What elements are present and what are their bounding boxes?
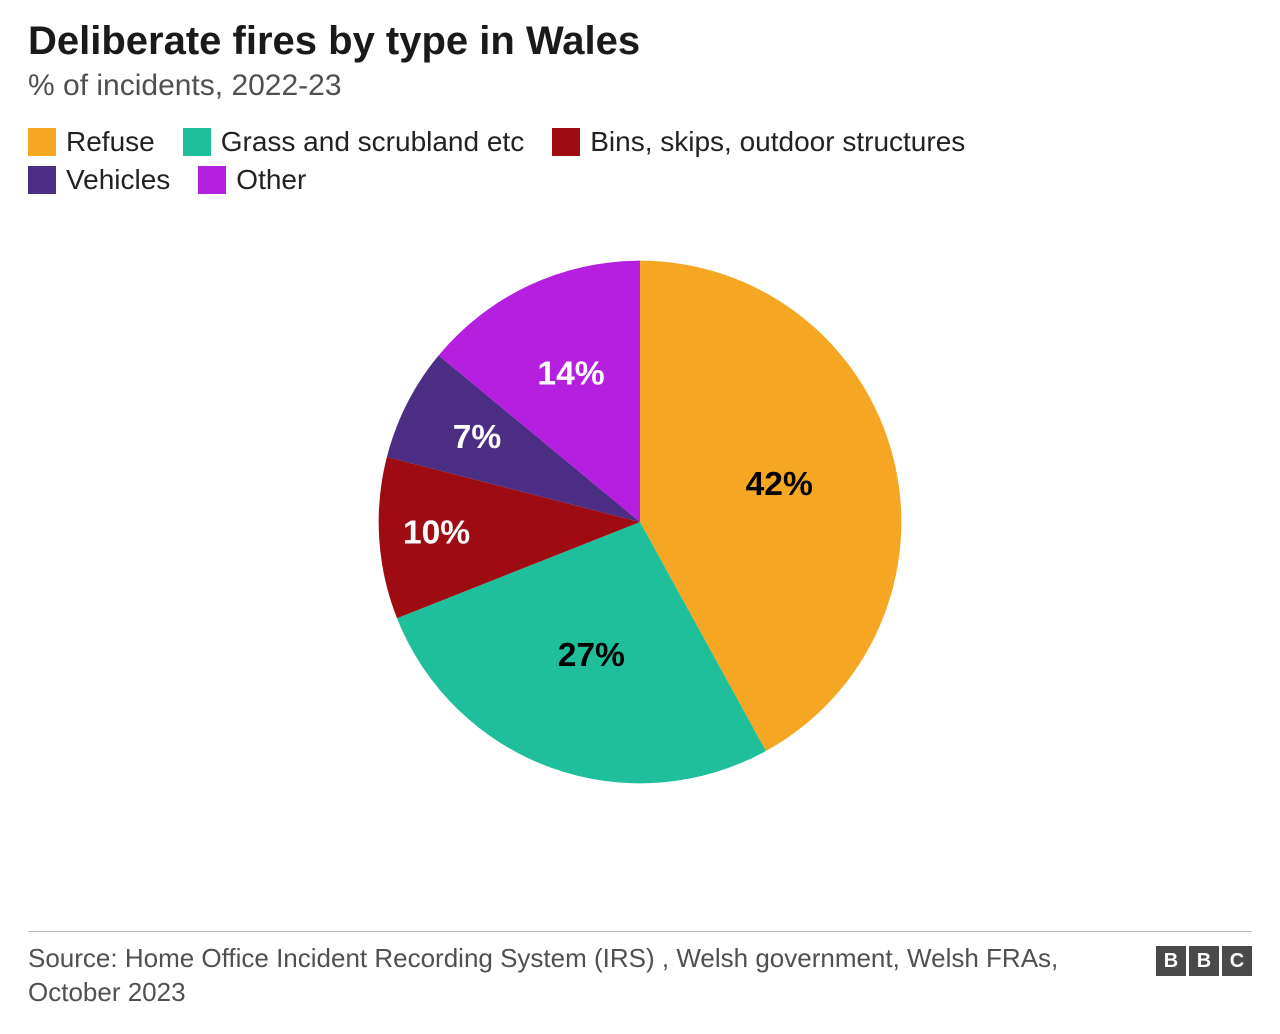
legend-swatch — [198, 166, 226, 194]
pie-slice-label: 42% — [746, 466, 813, 503]
legend-swatch — [28, 128, 56, 156]
source-text: Source: Home Office Incident Recording S… — [28, 942, 1088, 1010]
legend-swatch — [28, 166, 56, 194]
bbc-logo-block: B — [1189, 946, 1219, 976]
legend-swatch — [183, 128, 211, 156]
legend-item: Vehicles — [28, 164, 170, 196]
pie-slice-label: 7% — [453, 419, 502, 456]
bbc-logo: BBC — [1156, 946, 1252, 976]
bbc-logo-block: C — [1222, 946, 1252, 976]
pie-wrap: 42% 27% 10% 7% 14% — [28, 242, 1252, 802]
legend-label: Refuse — [66, 126, 155, 158]
legend-swatch — [552, 128, 580, 156]
footer: Source: Home Office Incident Recording S… — [28, 931, 1252, 1010]
legend-label: Vehicles — [66, 164, 170, 196]
pie-slice-label: 27% — [558, 637, 625, 674]
chart-title: Deliberate fires by type in Wales — [28, 18, 1252, 64]
legend-item: Bins, skips, outdoor structures — [552, 126, 965, 158]
footer-row: Source: Home Office Incident Recording S… — [28, 942, 1252, 1010]
legend-label: Other — [236, 164, 306, 196]
chart-subtitle: % of incidents, 2022-23 — [28, 68, 1252, 104]
bbc-logo-block: B — [1156, 946, 1186, 976]
chart-container: Deliberate fires by type in Wales % of i… — [0, 0, 1280, 1034]
pie-chart: 42% 27% 10% 7% 14% — [360, 242, 920, 802]
legend-label: Grass and scrubland etc — [221, 126, 525, 158]
legend-item: Refuse — [28, 126, 155, 158]
pie-slice-label: 14% — [537, 355, 604, 392]
legend: Refuse Grass and scrubland etc Bins, skips… — [28, 126, 1128, 202]
legend-item: Other — [198, 164, 306, 196]
legend-item: Grass and scrubland etc — [183, 126, 525, 158]
footer-rule — [28, 931, 1252, 932]
pie-slice-label: 10% — [403, 515, 470, 552]
legend-label: Bins, skips, outdoor structures — [590, 126, 965, 158]
